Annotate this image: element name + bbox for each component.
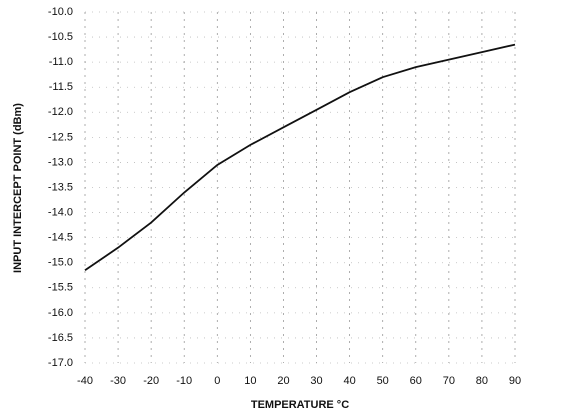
x-tick-label: 30	[310, 375, 322, 387]
x-tick-label: 80	[476, 375, 488, 387]
x-tick-label: -30	[110, 375, 126, 387]
x-tick-label: 20	[277, 375, 289, 387]
y-tick-label: -14.0	[48, 206, 73, 218]
x-tick-label: 70	[443, 375, 455, 387]
y-tick-label: -10.5	[48, 31, 73, 43]
y-tick-label: -16.5	[48, 332, 73, 344]
y-tick-label: -13.5	[48, 181, 73, 193]
x-axis-title: TEMPERATURE °C	[251, 399, 349, 411]
x-tick-label: 0	[214, 375, 220, 387]
x-tick-label: 40	[343, 375, 355, 387]
x-tick-label: 90	[509, 375, 521, 387]
x-tick-label: 10	[244, 375, 256, 387]
y-tick-label: -15.5	[48, 282, 73, 294]
x-tick-label: 50	[377, 375, 389, 387]
y-tick-label: -10.0	[48, 6, 73, 18]
y-tick-label: -17.0	[48, 357, 73, 369]
x-tick-label: 60	[410, 375, 422, 387]
line	[84, 43, 516, 271]
x-tick-label: -40	[77, 375, 93, 387]
y-tick-label: -12.0	[48, 106, 73, 118]
y-tick-label: -13.0	[48, 156, 73, 168]
x-tick-label: -10	[176, 375, 192, 387]
y-tick-label: -12.5	[48, 131, 73, 143]
y-tick-label: -11.5	[49, 81, 73, 93]
y-tick-label: -16.0	[48, 307, 73, 319]
x-tick-label: -20	[143, 375, 159, 387]
y-tick-label: -14.5	[48, 232, 73, 244]
y-tick-label: -15.0	[48, 257, 73, 269]
y-tick-label: -11.0	[49, 56, 73, 68]
y-axis-title: INPUT INTERCEPT POINT (dBm)	[12, 103, 24, 273]
